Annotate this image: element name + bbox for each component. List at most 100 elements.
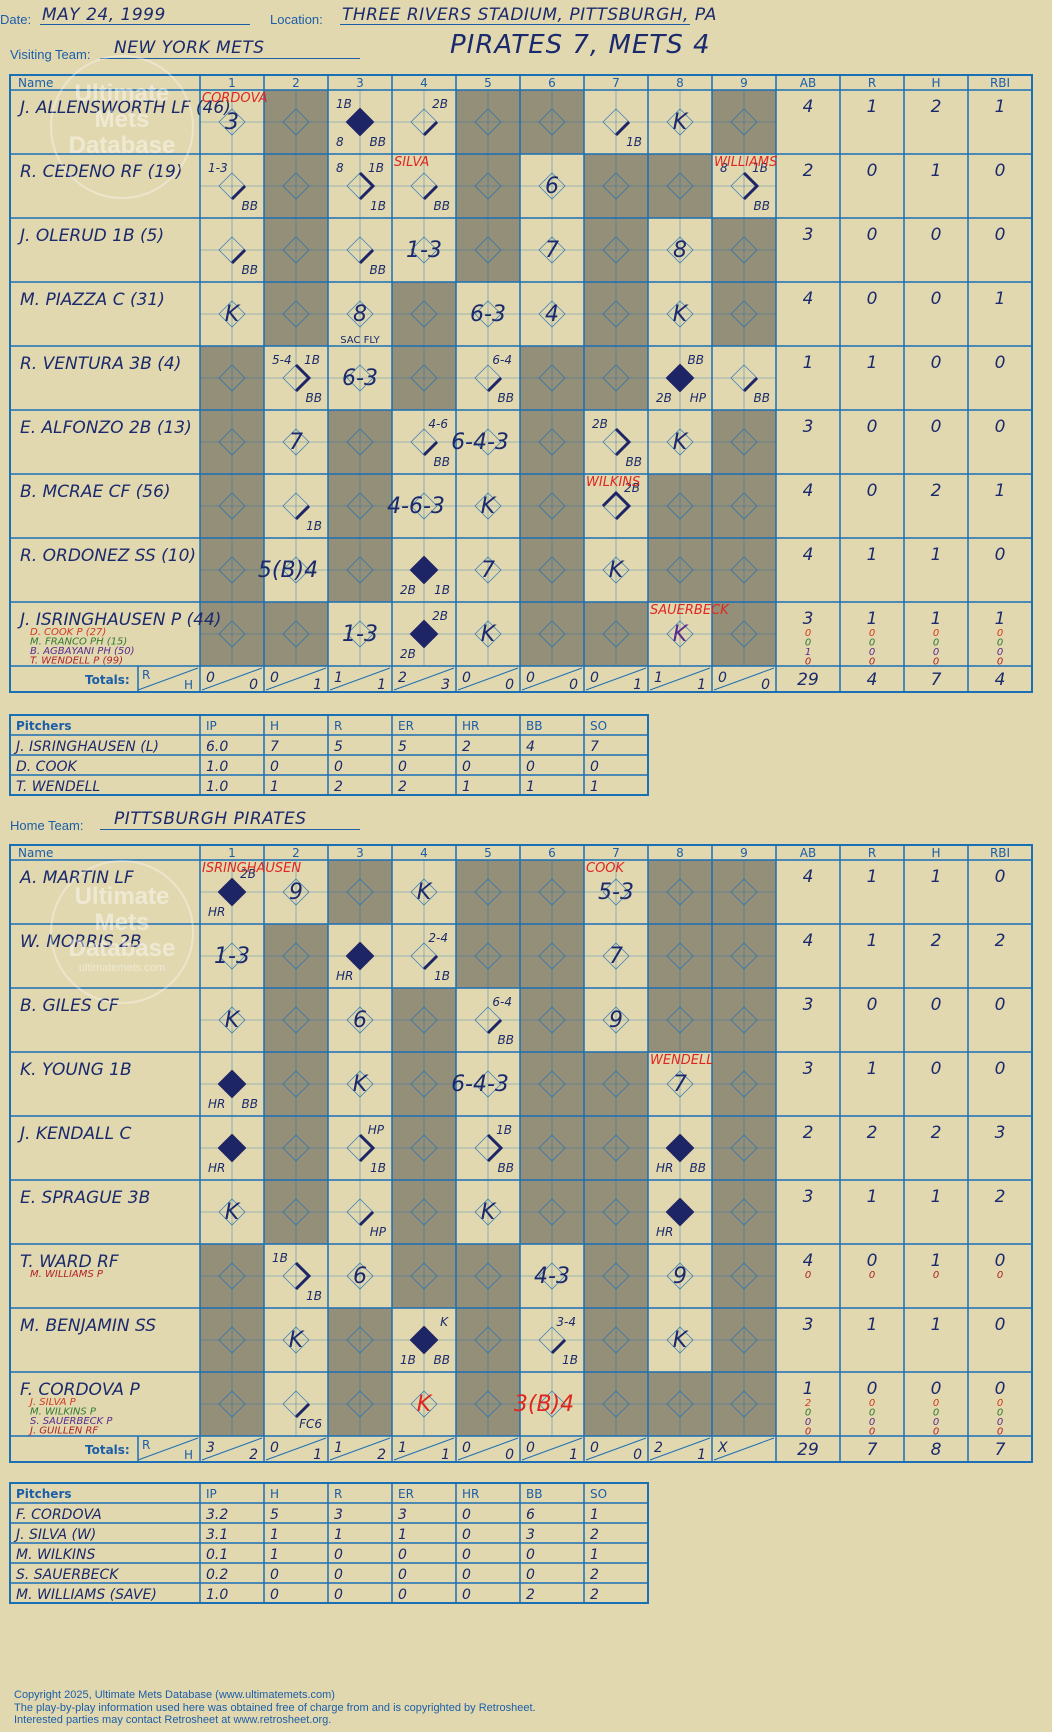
play-note: 2B	[400, 583, 416, 597]
play-note: 1B	[400, 1353, 416, 1367]
batter-stat: 1	[867, 931, 878, 951]
header-inning-6: 6	[548, 846, 556, 860]
substitute-stat: 0	[933, 638, 939, 649]
header-inning-2: 2	[292, 846, 300, 860]
batter-stat: 0	[867, 481, 878, 501]
play-note: 1B	[336, 97, 352, 111]
base-diamond	[602, 236, 630, 264]
batter-stat: 0	[931, 289, 942, 309]
base-diamond	[666, 942, 694, 970]
header-inning-1: 1	[228, 76, 236, 90]
total-stat: 4	[867, 670, 878, 690]
total-stat: 7	[995, 1440, 1006, 1460]
pitcher-stat: 6	[526, 1507, 535, 1523]
base-diamond	[218, 1262, 246, 1290]
base-path	[294, 363, 312, 393]
pitcher-stat: 1.0	[206, 779, 228, 795]
play-note: 2-4	[428, 931, 448, 945]
scored-run-diamond	[217, 1069, 247, 1099]
pitcher-stat: 0	[462, 1527, 471, 1543]
home-team-label: Home Team:	[10, 818, 84, 833]
batter-stat: 1	[931, 161, 942, 181]
substitute-stat: 0	[869, 1427, 875, 1438]
header-inning-7: 7	[612, 846, 620, 860]
batter-stat: 1	[867, 545, 878, 565]
base-diamond	[602, 878, 630, 906]
play-note: 2B	[624, 481, 640, 495]
play-result: 7	[289, 430, 303, 455]
base-path	[422, 954, 439, 971]
scored-run-diamond	[409, 555, 439, 585]
play-note: BB	[690, 1161, 706, 1175]
base-diamond	[474, 428, 502, 456]
base-diamond	[474, 1198, 502, 1226]
substitute-stat: 0	[869, 1417, 875, 1428]
watermark-line2: Mets	[94, 106, 150, 133]
totals-slash	[137, 1437, 199, 1461]
play-result: 6	[353, 1008, 367, 1033]
base-diamond	[282, 1134, 310, 1162]
base-diamond	[218, 1326, 246, 1354]
batter-stat: 1	[931, 609, 942, 629]
play-result: 3(B)4	[514, 1392, 574, 1417]
pitchers-header: ER	[398, 1487, 414, 1501]
scorecard-border	[9, 844, 1033, 1463]
base-diamond	[666, 236, 694, 264]
substitute-stat: 0	[869, 1408, 875, 1419]
substitute-stat: 0	[997, 1417, 1003, 1428]
play-result: 7	[545, 238, 559, 263]
play-result: 8	[673, 238, 687, 263]
inning-runs: 0	[206, 670, 215, 686]
inning-runs: 1	[334, 1440, 343, 1456]
substitute-name: B. AGBAYANI PH (50)	[30, 646, 135, 657]
base-diamond	[410, 1262, 438, 1290]
base-diamond	[474, 300, 502, 328]
inning-hits: 1	[441, 1447, 450, 1463]
base-diamond	[538, 620, 566, 648]
batter-stat: 0	[995, 417, 1006, 437]
base-diamond	[730, 1390, 758, 1418]
inning-hits: 0	[633, 1447, 642, 1463]
pitchers-header: IP	[206, 719, 217, 733]
batter-stat: 3	[803, 417, 814, 437]
pitcher-stat: 0.1	[206, 1547, 228, 1563]
location-underline	[340, 24, 690, 25]
batter-stat: 0	[867, 1251, 878, 1271]
substitute-name: M. FRANCO PH (15)	[30, 637, 127, 648]
base-diamond	[410, 878, 438, 906]
game-date: MAY 24, 1999	[42, 5, 166, 25]
play-result: K	[225, 1008, 241, 1033]
play-result: 1-3	[342, 622, 378, 647]
scorecard-border	[9, 74, 1033, 693]
base-diamond	[282, 620, 310, 648]
play-note: 1B	[752, 161, 768, 175]
inning-runs: 0	[590, 1440, 599, 1456]
pitcher-stat: 0	[270, 759, 279, 775]
inning-runs: 0	[526, 670, 535, 686]
pitcher-stat: 0.2	[206, 1567, 228, 1583]
base-path	[358, 248, 375, 265]
base-diamond	[218, 492, 246, 520]
play-note: HR	[656, 1225, 673, 1239]
base-diamond	[730, 108, 758, 136]
totals-slash	[137, 667, 199, 691]
play-note: 1B	[626, 135, 642, 149]
batter-stat: 4	[803, 1251, 814, 1271]
pitchers-header: HR	[462, 1487, 479, 1501]
play-note: 1B	[562, 1353, 578, 1367]
scored-run-diamond	[217, 1133, 247, 1163]
substitute-stat: 1	[805, 647, 811, 658]
base-diamond	[282, 172, 310, 200]
batter-stat: 0	[931, 1379, 942, 1399]
totals-label: Totals:	[85, 1443, 130, 1457]
pitcher-stat: 1	[462, 779, 471, 795]
pitching-change-note: WILKINS	[586, 475, 640, 490]
base-diamond	[538, 1006, 566, 1034]
inning-hits: 3	[441, 677, 450, 693]
base-diamond	[346, 1006, 374, 1034]
base-diamond	[538, 236, 566, 264]
batter-stat: 1	[931, 1315, 942, 1335]
batter-stat: 2	[867, 1123, 878, 1143]
base-diamond	[282, 236, 310, 264]
play-note: K	[440, 1315, 449, 1329]
